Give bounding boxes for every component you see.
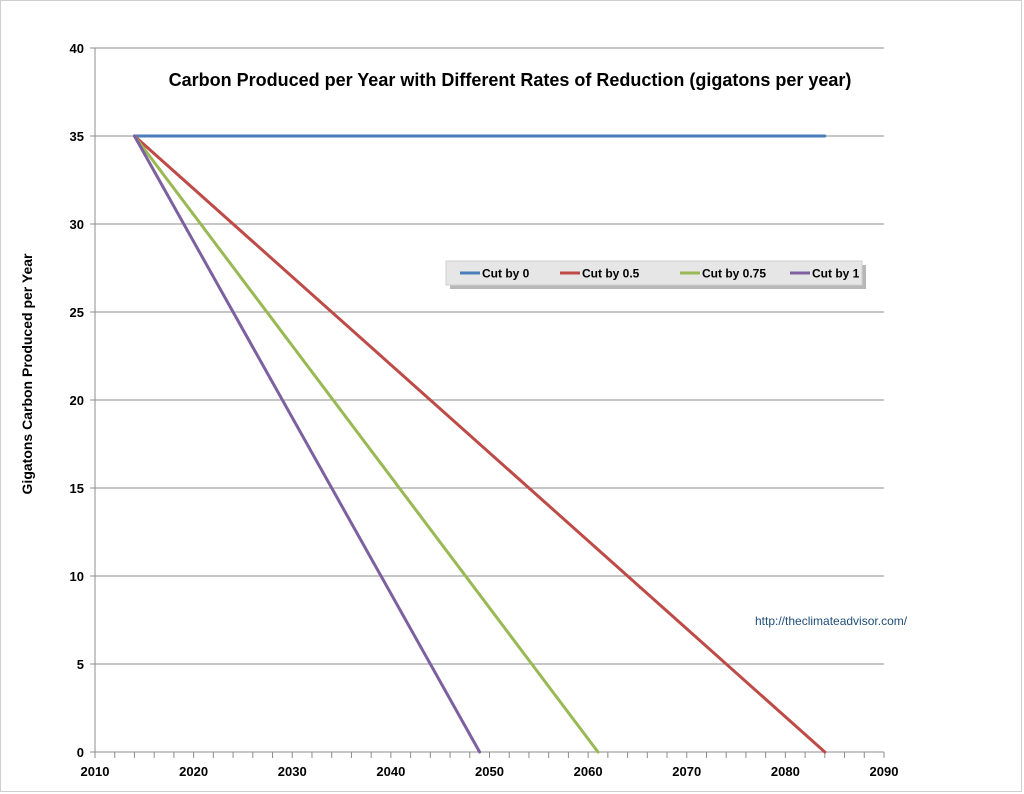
legend-entry-label: Cut by 0.75 [702,267,766,281]
legend-entry-label: Cut by 0.5 [582,267,640,281]
series-lines [132,134,827,754]
x-tick-label: 2020 [179,764,208,779]
x-tick-label: 2060 [574,764,603,779]
x-tick-label: 2050 [475,764,504,779]
y-tick-label: 15 [70,481,84,496]
legend-entry-label: Cut by 1 [812,267,860,281]
legend-entry-label: Cut by 0 [482,267,530,281]
x-tick-label: 2080 [771,764,800,779]
y-tick-label: 20 [70,393,84,408]
axes: 0 5 10 15 20 25 30 35 40 2010 2020 2030 2040 2050 2060… [70,41,899,779]
gridlines [95,47,884,753]
series-line-4 [132,134,482,754]
series-line-2 [132,134,827,754]
legend: Cut by 0 Cut by 0.5 Cut by 0.75 Cut by 1 [445,260,866,289]
x-tick-label: 2070 [672,764,701,779]
y-tick-label: 30 [70,217,84,232]
y-tick-label: 5 [77,657,84,672]
x-tick-label: 2040 [376,764,405,779]
y-tick-label: 10 [70,569,84,584]
source-url-annotation: http://theclimateadvisor.com/ [755,614,908,628]
x-tick-label: 2010 [81,764,110,779]
chart-title: Carbon Produced per Year with Different … [169,70,852,90]
y-tick-label: 35 [70,129,84,144]
x-tick-label: 2090 [870,764,899,779]
y-tick-label: 25 [70,305,84,320]
y-tick-label: 40 [70,41,84,56]
y-axis-label: Gigatons Carbon Produced per Year [19,253,35,494]
y-tick-label: 0 [77,745,84,760]
series-line-3 [132,134,600,754]
x-tick-label: 2030 [278,764,307,779]
